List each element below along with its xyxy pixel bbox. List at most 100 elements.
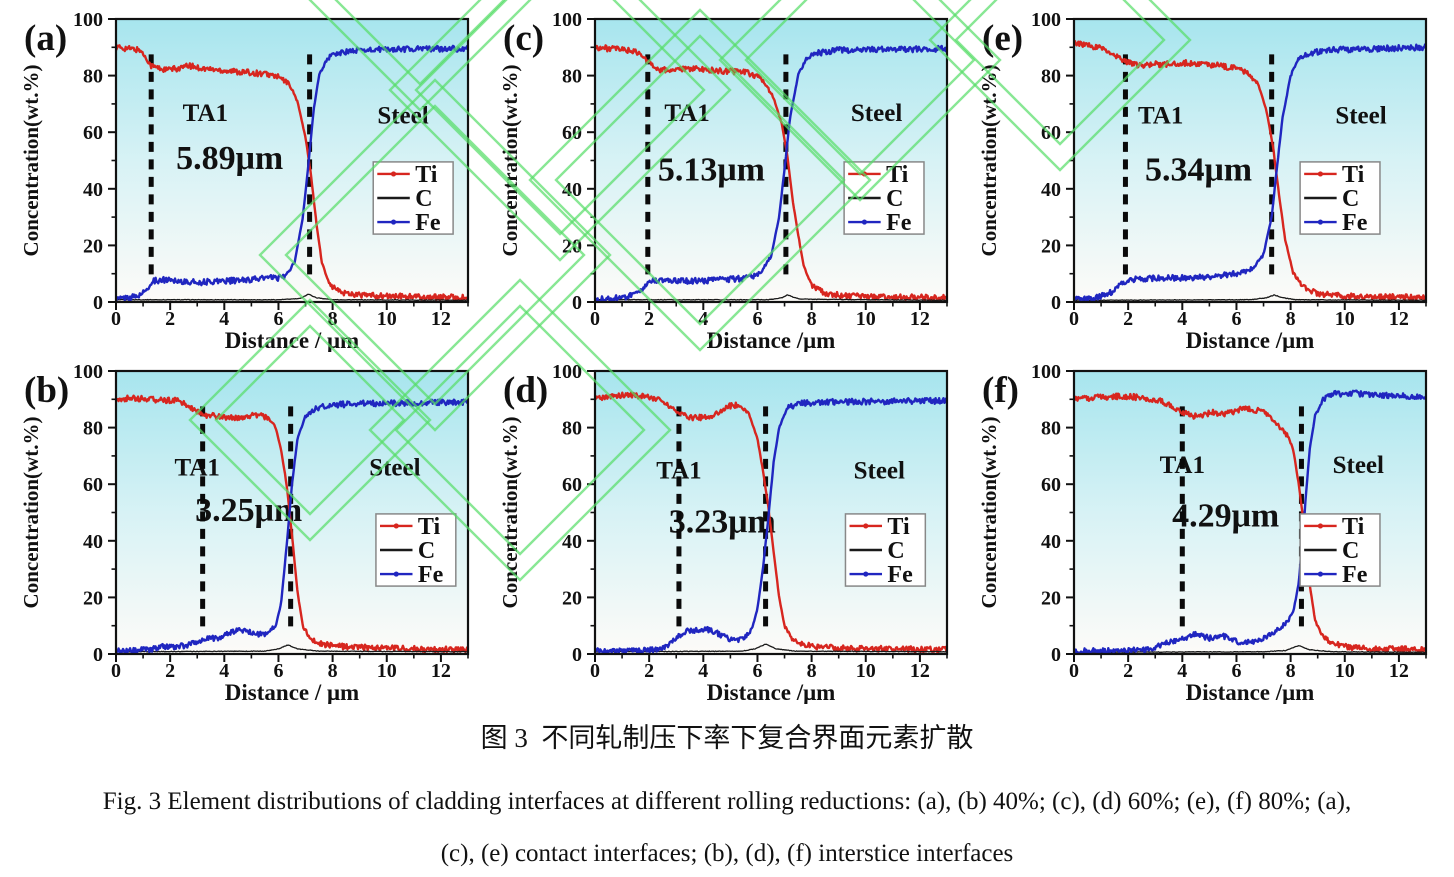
svg-text:40: 40 (562, 179, 582, 201)
legend-marker-fe (863, 571, 869, 577)
svg-text:2: 2 (644, 660, 654, 682)
svg-text:10: 10 (856, 308, 876, 330)
legend-marker-fe (393, 571, 399, 577)
svg-text:60: 60 (1041, 474, 1061, 496)
svg-text:20: 20 (83, 235, 103, 257)
svg-text:80: 80 (562, 66, 582, 88)
svg-text:0: 0 (1069, 308, 1079, 330)
diffusion-width-annotation: 3.25μm (195, 492, 302, 529)
svg-text:100: 100 (552, 361, 582, 383)
svg-text:100: 100 (1031, 9, 1061, 31)
svg-text:10: 10 (377, 308, 397, 330)
chart-svg-c: 0 2 4 6 8 10 12 0 20 40 60 80 100 Distance /μm Concent… (498, 9, 949, 352)
diffusion-width-annotation: 3.23μm (669, 503, 776, 540)
svg-text:8: 8 (807, 308, 817, 330)
svg-text:12: 12 (1389, 660, 1409, 682)
svg-text:8: 8 (1286, 660, 1296, 682)
svg-text:60: 60 (562, 474, 582, 496)
y-axis-label: Concentration(wt.%) (498, 417, 522, 609)
svg-text:8: 8 (328, 308, 338, 330)
fe-curve (595, 396, 947, 654)
region-label-steel: Steel (1333, 452, 1384, 479)
svg-text:10: 10 (1335, 308, 1355, 330)
y-axis-label: Concentration(wt.%) (19, 417, 43, 609)
svg-text:12: 12 (910, 660, 930, 682)
svg-text:100: 100 (552, 9, 582, 31)
legend-label-ti: Ti (415, 162, 438, 188)
region-label-steel: Steel (854, 458, 905, 485)
svg-text:100: 100 (73, 9, 103, 31)
diffusion-width-annotation: 5.89μm (176, 140, 283, 177)
svg-text:0: 0 (111, 308, 121, 330)
svg-text:2: 2 (165, 308, 175, 330)
c-curve (1074, 294, 1426, 302)
svg-text:0: 0 (1051, 644, 1061, 666)
svg-text:12: 12 (431, 660, 451, 682)
svg-text:40: 40 (1041, 179, 1061, 201)
legend-label-fe: Fe (886, 210, 912, 236)
legend-label-ti: Ti (418, 514, 441, 540)
region-label-ta1: TA1 (183, 100, 228, 127)
svg-text:10: 10 (856, 660, 876, 682)
svg-text:0: 0 (93, 292, 103, 314)
svg-text:4: 4 (698, 308, 708, 330)
svg-text:80: 80 (1041, 418, 1061, 440)
svg-text:4: 4 (1177, 660, 1187, 682)
legend-marker-fe (1317, 219, 1323, 225)
fe-curve (1074, 43, 1426, 302)
legend-label-ti: Ti (886, 162, 909, 188)
svg-text:60: 60 (562, 122, 582, 144)
svg-text:6: 6 (1231, 660, 1241, 682)
x-axis-label: Distance /μm (707, 328, 836, 352)
legend-label-fe: Fe (887, 562, 913, 588)
ti-curve (1074, 392, 1426, 654)
chart-panel-e: 0 2 4 6 8 10 12 0 20 40 60 80 100 Distance /μm Concent… (968, 4, 1445, 352)
svg-text:20: 20 (1041, 235, 1061, 257)
chart-svg-a: 0 2 4 6 8 10 12 0 20 40 60 80 100 Distance / μm Concen… (19, 9, 470, 352)
svg-text:80: 80 (83, 66, 103, 88)
svg-text:0: 0 (590, 660, 600, 682)
svg-text:60: 60 (1041, 122, 1061, 144)
region-label-steel: Steel (1335, 103, 1386, 130)
svg-text:0: 0 (590, 308, 600, 330)
y-axis-label: Concentration(wt.%) (977, 417, 1001, 609)
svg-text:6: 6 (1231, 308, 1241, 330)
region-label-ta1: TA1 (175, 455, 220, 482)
legend-label-ti: Ti (887, 514, 910, 540)
legend-marker-ti (863, 523, 869, 529)
panel-label: (e) (982, 18, 1023, 59)
region-label-steel: Steel (377, 103, 428, 130)
legend-label-c: C (418, 538, 435, 564)
panel-label: (a) (24, 18, 67, 59)
plot-background (116, 19, 468, 302)
x-axis-label: Distance /μm (707, 680, 836, 704)
svg-text:20: 20 (1041, 587, 1061, 609)
panel-label: (f) (982, 370, 1019, 411)
region-label-ta1: TA1 (664, 100, 709, 127)
legend-marker-fe (390, 219, 397, 225)
figure-caption-en-line2: (c), (e) contact interfaces; (b), (d), (… (440, 840, 1014, 867)
chart-panel-b: 0 2 4 6 8 10 12 0 20 40 60 80 100 Distance / μm Concen… (10, 356, 487, 704)
figure-panels: 0 2 4 6 8 10 12 0 20 40 60 80 100 Distance / μm Concen… (10, 0, 1445, 704)
plot-frame (1072, 369, 1428, 656)
panel-label: (c) (503, 18, 544, 59)
svg-text:60: 60 (83, 122, 103, 144)
svg-text:0: 0 (1069, 660, 1079, 682)
svg-text:2: 2 (644, 308, 654, 330)
y-axis-label: Concentration(wt.%) (977, 65, 1001, 257)
svg-text:80: 80 (83, 418, 103, 440)
svg-text:4: 4 (1177, 308, 1187, 330)
svg-text:6: 6 (752, 660, 762, 682)
svg-text:100: 100 (73, 361, 103, 383)
chart-svg-b: 0 2 4 6 8 10 12 0 20 40 60 80 100 Distance / μm Concen… (19, 361, 470, 704)
legend-label-ti: Ti (1342, 162, 1365, 188)
legend-marker-ti (1317, 523, 1323, 529)
axis-tick-labels: 0 2 4 6 8 10 12 0 20 40 60 80 100 (1031, 361, 1409, 682)
legend-label-ti: Ti (1342, 514, 1365, 540)
legend-marker-ti (861, 171, 868, 177)
legend-label-c: C (886, 186, 903, 212)
svg-text:4: 4 (219, 308, 229, 330)
